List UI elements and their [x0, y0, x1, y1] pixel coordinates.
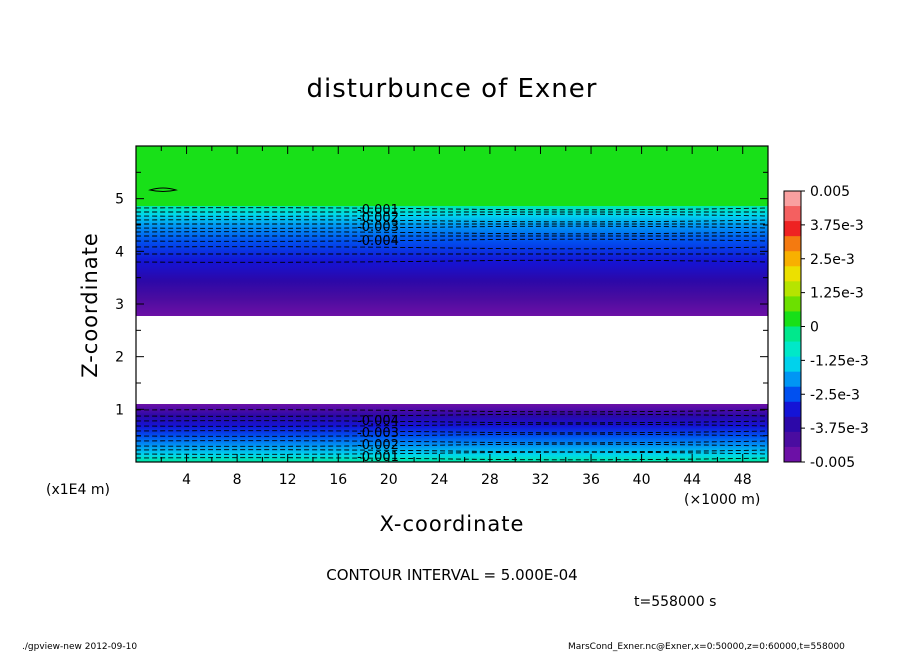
field-white-region [136, 316, 768, 405]
contour-line-upper [136, 259, 768, 263]
colorbar-label: -3.75e-3 [810, 421, 869, 437]
contour-line-lower [136, 449, 768, 453]
contour-line-lower [136, 413, 768, 417]
contour-line-upper [136, 207, 768, 211]
colorbar: 0.005 3.75e-3 2.5e-3 1.25e-3 0 -1.25e-3 -2.5e-… [783, 184, 869, 471]
contour-line-lower [136, 409, 768, 413]
colorbar-segment [784, 221, 801, 237]
contour-line-lower [136, 440, 768, 444]
y-tick-label: 4 [115, 244, 124, 260]
x-tick-label: 4 [182, 472, 191, 488]
time-label: t=558000 s [634, 594, 717, 610]
chart-title: disturbunce of Exner [306, 74, 598, 104]
y-tick-label: 3 [115, 297, 124, 313]
colorbar-segment [784, 386, 801, 403]
colorbar-segment [784, 311, 801, 327]
colorbar-label: -2.5e-3 [810, 387, 860, 403]
colorbar-label: -0.005 [810, 455, 855, 471]
x-tick-label: 40 [633, 472, 651, 488]
y-ticks: 1 2 3 4 5 [115, 171, 768, 437]
x-ticks: 4 8 12 16 20 24 28 32 36 40 44 48 [160, 146, 769, 488]
contour-label-upper-1: -0.001 [357, 203, 399, 218]
contour-interval: CONTOUR INTERVAL = 5.000E-04 [326, 566, 578, 584]
contour-line-lower [136, 423, 768, 427]
contour-line-upper [136, 213, 768, 217]
colorbar-label: 0.005 [810, 184, 850, 200]
contour-line-upper [136, 246, 768, 250]
colorbar-segment [784, 371, 801, 388]
colorbar-label: -1.25e-3 [810, 353, 869, 369]
colorbar-segment [784, 266, 801, 282]
contour-label-upper-3: -0.003 [357, 220, 399, 235]
colorbar-segment [784, 281, 801, 297]
field-lower-band [136, 404, 768, 462]
x-tick-label: 20 [380, 472, 398, 488]
contour-line-upper [136, 231, 768, 235]
colorbar-segment [784, 401, 801, 418]
x-tick-label: 44 [683, 472, 701, 488]
colorbar-label: 3.75e-3 [810, 218, 864, 234]
y-tick-label: 5 [115, 192, 124, 208]
field-top-green [136, 146, 768, 206]
colorbar-segment [784, 191, 801, 207]
y-scale-label: (x1E4 m) [46, 482, 110, 498]
footer-left: ./gpview-new 2012-09-10 [22, 642, 138, 652]
colorbar-segment [784, 326, 801, 343]
contour-line-upper [136, 238, 768, 242]
contour-label-lower-3: -0.002 [357, 438, 399, 453]
colorbar-label: 1.25e-3 [810, 286, 864, 302]
contour-line-lower [136, 430, 768, 434]
x-tick-label: 32 [532, 472, 550, 488]
contour-label-upper-4: -0.004 [357, 234, 399, 249]
contour-labels: -0.001 -0.002 -0.003 -0.004 -0.004 -0.00… [357, 203, 399, 465]
x-tick-label: 12 [279, 472, 297, 488]
x-tick-label: 8 [233, 472, 242, 488]
footer-right: MarsCond_Exner.nc@Exner,x=0:50000,z=0:60… [568, 642, 845, 652]
contour-line-lower [136, 443, 768, 447]
y-tick-label: 2 [115, 350, 124, 366]
contour-line-upper [136, 219, 768, 223]
plot-area [136, 146, 768, 462]
contour-label-lower-1: -0.004 [357, 414, 399, 429]
x-tick-label: 36 [582, 472, 600, 488]
colorbar-label: 0 [810, 320, 819, 336]
contour-line-lower [136, 433, 768, 437]
x-scale-label: (×1000 m) [684, 492, 761, 508]
contour-label-lower-2: -0.003 [357, 426, 399, 441]
colorbar-segment [784, 206, 801, 222]
contour-line-lower [136, 451, 768, 455]
contour-line-lower [136, 420, 768, 424]
colorbar-segment [784, 251, 801, 267]
small-contour-loop [148, 187, 178, 192]
colorbar-segment [784, 341, 801, 358]
colorbar-label: 2.5e-3 [810, 252, 855, 268]
x-axis-label: X-coordinate [379, 512, 525, 536]
x-tick-label: 48 [734, 472, 752, 488]
x-tick-label: 24 [430, 472, 448, 488]
x-tick-label: 16 [329, 472, 347, 488]
contour-label-upper-2: -0.002 [357, 211, 399, 226]
colorbar-segment [784, 296, 801, 312]
colorbar-segment [784, 446, 801, 463]
colorbar-segment [784, 356, 801, 373]
contour-lines [136, 207, 768, 461]
colorbar-segment [784, 416, 801, 433]
colorbar-segment [784, 431, 801, 448]
x-tick-label: 28 [481, 472, 499, 488]
y-tick-label: 1 [115, 402, 124, 418]
contour-line-upper [136, 225, 768, 229]
colorbar-segment [784, 236, 801, 252]
contour-line-lower [136, 457, 768, 461]
